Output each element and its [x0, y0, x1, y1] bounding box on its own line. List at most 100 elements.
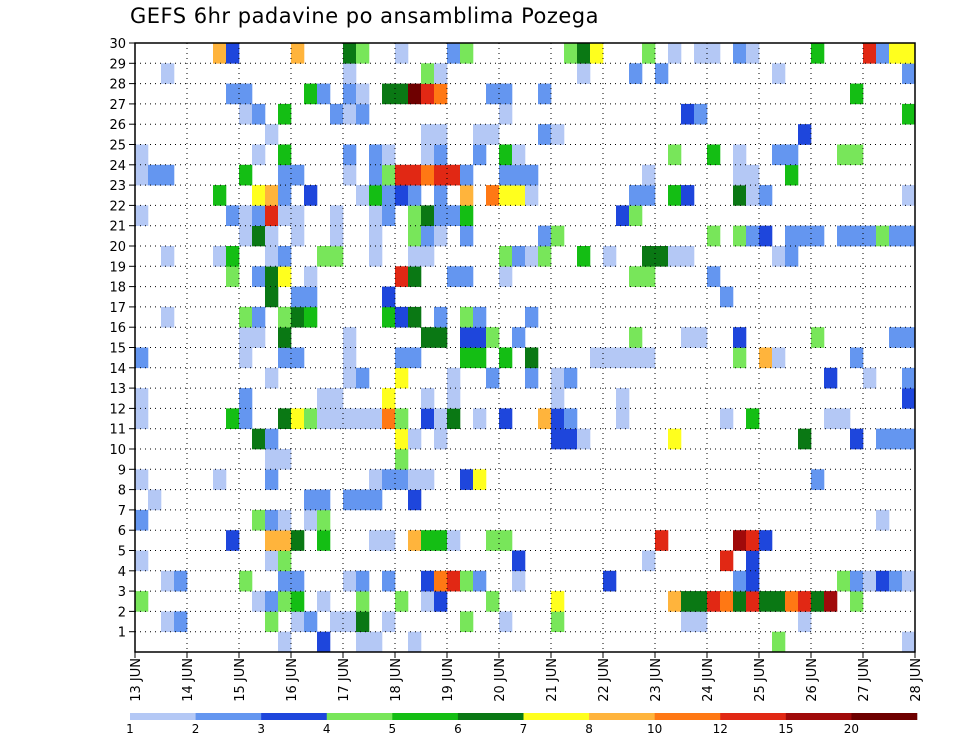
- heatmap-cell: [265, 550, 279, 572]
- heatmap-cell: [434, 185, 448, 206]
- heatmap-cell: [512, 327, 526, 348]
- heatmap-cell: [304, 286, 318, 308]
- heatmap-cell: [811, 327, 825, 348]
- x-tick-label: 14 JUN: [181, 658, 196, 702]
- x-tick-label: 13 JUN: [129, 658, 144, 702]
- heatmap-cell: [460, 611, 474, 632]
- heatmap-cell: [642, 43, 656, 64]
- heatmap-cell: [382, 164, 396, 186]
- heatmap-cell: [343, 611, 357, 632]
- y-tick-label: 4: [118, 565, 126, 580]
- heatmap-cell: [369, 164, 383, 186]
- heatmap-cell: [460, 185, 474, 206]
- heatmap-cell: [889, 327, 903, 348]
- heatmap-cell: [408, 347, 422, 369]
- heatmap-cell: [291, 43, 305, 64]
- heatmap-cell: [746, 43, 760, 64]
- heatmap-cell: [733, 164, 747, 186]
- heatmap-cell: [395, 306, 409, 328]
- heatmap-cell: [902, 428, 916, 450]
- heatmap-cell: [343, 43, 357, 64]
- gridlines: [135, 43, 915, 652]
- heatmap-cell: [239, 103, 253, 125]
- heatmap-cell: [135, 469, 149, 490]
- heatmap-cell: [499, 185, 513, 206]
- heatmap-cell: [239, 83, 253, 105]
- heatmap-cell: [616, 408, 630, 429]
- heatmap-cell: [616, 347, 630, 369]
- heatmap-cell: [382, 144, 396, 166]
- heatmap-cell: [252, 185, 266, 206]
- x-tick-label: 28 JUN: [909, 658, 924, 702]
- heatmap-cell: [590, 43, 604, 64]
- legend-label: 8: [585, 722, 593, 736]
- heatmap-cell: [304, 489, 318, 511]
- heatmap-cell: [434, 63, 448, 84]
- heatmap-cell: [239, 225, 253, 247]
- legend-swatch: [523, 713, 590, 720]
- heatmap-cell: [408, 489, 422, 511]
- heatmap-cell: [265, 530, 279, 551]
- heatmap-cell: [239, 164, 253, 186]
- heatmap-cell: [460, 327, 474, 348]
- y-tick-label: 21: [109, 220, 126, 235]
- y-tick-label: 27: [109, 98, 126, 113]
- heatmap-cell: [707, 266, 721, 287]
- heatmap-cell: [733, 43, 747, 64]
- heatmap-cell: [460, 43, 474, 64]
- heatmap-cell: [460, 164, 474, 186]
- heatmap-cell: [356, 611, 370, 632]
- heatmap-cell: [694, 43, 708, 64]
- heatmap-cell: [421, 225, 435, 247]
- heatmap-cell: [252, 103, 266, 125]
- heatmap-cell: [135, 144, 149, 166]
- heatmap-cell: [876, 225, 890, 247]
- heatmap-cell: [564, 367, 578, 389]
- heatmap-cell: [434, 428, 448, 450]
- heatmap-cell: [629, 205, 643, 226]
- heatmap-cell: [395, 266, 409, 287]
- heatmap-cell: [447, 570, 461, 592]
- heatmap-cell: [876, 428, 890, 450]
- heatmap-cell: [473, 408, 487, 429]
- heatmap-cell: [239, 327, 253, 348]
- heatmap-cell: [447, 205, 461, 226]
- heatmap-cell: [252, 591, 266, 612]
- heatmap-cell: [226, 530, 240, 551]
- heatmap-cell: [317, 408, 331, 429]
- heatmap-cell: [629, 185, 643, 206]
- heatmap-cell: [252, 266, 266, 287]
- heatmap-cell: [499, 246, 513, 267]
- heatmap-cell: [135, 550, 149, 572]
- heatmap-cell: [369, 144, 383, 166]
- x-tick-label: 20 JUN: [493, 658, 508, 702]
- heatmap-cell: [369, 408, 383, 429]
- heatmap-cell: [759, 530, 773, 551]
- heatmap-cell: [148, 489, 162, 511]
- heatmap-cell: [551, 124, 565, 145]
- heatmap-cell: [395, 469, 409, 490]
- heatmap-cell: [850, 428, 864, 450]
- heatmap-cell: [902, 225, 916, 247]
- heatmap-cell: [291, 205, 305, 226]
- heatmap-cell: [759, 185, 773, 206]
- x-tick-label: 15 JUN: [233, 658, 248, 702]
- heatmap-cell: [408, 205, 422, 226]
- heatmap-cell: [694, 591, 708, 612]
- heatmap-cell: [278, 185, 292, 206]
- heatmap-cell: [512, 185, 526, 206]
- heatmap-cell: [447, 367, 461, 389]
- x-tick-label: 18 JUN: [389, 658, 404, 702]
- heatmap-cell: [278, 164, 292, 186]
- heatmap-cell: [343, 367, 357, 389]
- heatmap-cell: [460, 225, 474, 247]
- heatmap-cell: [525, 246, 539, 267]
- heatmap-cell: [252, 144, 266, 166]
- heatmap-cell: [629, 266, 643, 287]
- heatmap-cell: [603, 570, 617, 592]
- y-tick-label: 18: [109, 281, 126, 296]
- heatmap-cell: [382, 388, 396, 409]
- heatmap-cell: [317, 631, 331, 653]
- heatmap-cell: [564, 428, 578, 450]
